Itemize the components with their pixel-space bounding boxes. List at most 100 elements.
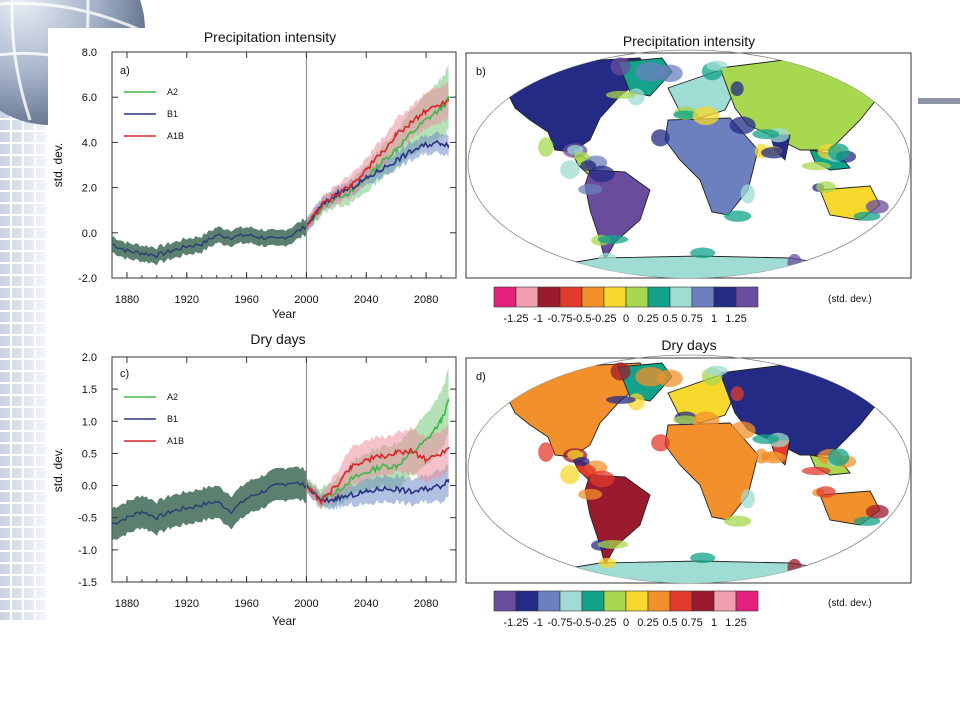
map-blotch <box>573 456 590 467</box>
series-line-b1 <box>305 478 450 505</box>
colorbar-cell <box>515 286 539 308</box>
map-blotch <box>729 421 756 440</box>
colorbar-label: -0.75 <box>547 313 572 325</box>
colorbar-cell <box>713 286 737 308</box>
map-blotch <box>538 137 554 157</box>
y-tick-label: -1.0 <box>78 545 97 557</box>
map-blotch <box>651 434 670 452</box>
colorbar-cell <box>625 286 649 308</box>
colorbar-cell <box>515 590 539 612</box>
map-blotch <box>651 129 670 147</box>
map-blotch <box>690 552 716 564</box>
legend-label-a2: A2 <box>167 87 178 97</box>
colorbar-unit: (std. dev.) <box>828 598 872 609</box>
panel-a-xlabel: Year <box>272 307 296 321</box>
colorbar-label: -0.5 <box>573 617 592 629</box>
band-a1b <box>306 81 449 235</box>
colorbar-label: -0.25 <box>591 313 616 325</box>
panel-a-label: a) <box>120 65 130 77</box>
map-blotch <box>730 386 744 402</box>
legend-label-a1b: A1B <box>167 436 184 446</box>
map-north-america <box>504 362 651 458</box>
map-blotch <box>729 116 756 135</box>
map-blotch <box>673 415 698 425</box>
panel-a-title: Precipitation intensity <box>204 29 336 45</box>
map-blotch <box>853 211 881 221</box>
panel-b-label: b) <box>476 66 486 78</box>
map-blotch <box>573 151 590 162</box>
colorbar-label: -1.25 <box>503 617 528 629</box>
map-blotch <box>635 367 666 387</box>
map-blotch <box>692 411 720 431</box>
map-blotch <box>589 165 615 183</box>
y-tick-label: 0.5 <box>82 448 97 460</box>
map-b <box>504 57 889 278</box>
y-tick-label: 6.0 <box>82 92 97 104</box>
map-blotch <box>816 181 836 193</box>
panel-c-label: c) <box>120 368 129 380</box>
map-blotch <box>610 362 631 381</box>
map-blotch <box>723 515 752 527</box>
colorbar-cell <box>735 286 759 308</box>
legend-label-a2: A2 <box>167 392 178 402</box>
band-b1 <box>306 131 449 231</box>
panel-c: Dry days 1880 1920 1960 2000 2040 2080 -1.5 -1.… <box>51 331 457 628</box>
map-blotch <box>865 199 889 214</box>
colorbar-label: 1 <box>711 617 717 629</box>
x-tick-label: 2000 <box>294 294 318 306</box>
colorbar-cell <box>735 590 759 612</box>
map-blotch <box>692 106 720 126</box>
map-blotch <box>657 369 683 387</box>
map-blotch <box>761 147 787 159</box>
y-tick-label: 4.0 <box>82 137 97 149</box>
map-blotch <box>828 448 850 466</box>
legend-label-b1: B1 <box>167 414 178 424</box>
colorbar-cell <box>713 590 737 612</box>
colorbar-cell <box>647 286 671 308</box>
colorbar-label: -1 <box>533 617 543 629</box>
map-blotch <box>598 557 616 568</box>
colorbar-cell <box>625 590 649 612</box>
colorbar-cell <box>581 286 605 308</box>
colorbar-label: -1 <box>533 313 543 325</box>
panel-c-title: Dry days <box>250 331 305 347</box>
panel-c-ylabel: std. dev. <box>51 448 65 492</box>
series-line-a1b <box>306 446 450 506</box>
map-blotch <box>605 395 636 404</box>
colorbar-label: -0.25 <box>591 617 616 629</box>
panel-a-frame <box>111 51 457 279</box>
panel-c-xlabel: Year <box>272 614 296 628</box>
panel-d-label: d) <box>476 371 486 383</box>
x-tick-label: 2040 <box>354 294 378 306</box>
map-blotch <box>740 184 755 204</box>
colorbar-label: 0.5 <box>662 313 677 325</box>
map-blotch <box>723 210 752 222</box>
y-tick-label: 0.0 <box>82 481 97 493</box>
colorbar-label: 0 <box>623 617 629 629</box>
map-blotch <box>690 247 716 259</box>
colorbar-cell <box>581 590 605 612</box>
map-blotch <box>605 90 636 99</box>
colorbar-label: 0.25 <box>637 313 658 325</box>
map-blotch <box>580 465 597 477</box>
historical-band <box>112 466 307 541</box>
map-blotch <box>761 452 787 464</box>
y-tick-label: 8.0 <box>82 47 97 59</box>
x-tick-label: 1880 <box>115 598 139 610</box>
x-tick-label: 2080 <box>414 598 438 610</box>
map-blotch <box>597 540 629 549</box>
legend-label-a1b: A1B <box>167 131 184 141</box>
map-blotch <box>589 470 615 488</box>
map-blotch <box>706 365 728 376</box>
colorbar-cell <box>537 590 561 612</box>
colorbar-label: 0.75 <box>681 313 702 325</box>
y-tick-label: -2.0 <box>78 273 97 285</box>
map-blotch <box>597 235 629 244</box>
x-tick-label: 1960 <box>234 294 258 306</box>
colorbar-label: 0.75 <box>681 617 702 629</box>
colorbar-cell <box>493 286 517 308</box>
x-tick-label: 1920 <box>175 294 199 306</box>
map-blotch <box>657 64 683 82</box>
y-tick-label: 2.0 <box>82 183 97 195</box>
colorbar-label: 0.5 <box>662 617 677 629</box>
